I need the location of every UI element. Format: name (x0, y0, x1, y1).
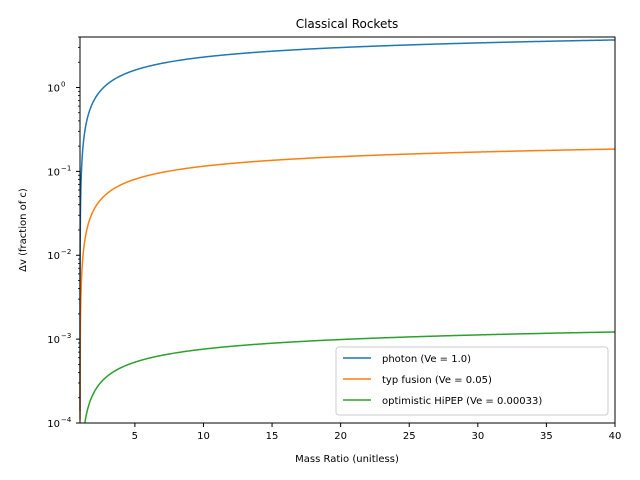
y-tick-label: 10 (47, 167, 60, 178)
chart-title: Classical Rockets (296, 17, 399, 31)
y-tick-exponent: −1 (61, 164, 71, 172)
series-line-3 (84, 331, 616, 423)
y-tick-label: 10 (47, 419, 60, 430)
x-tick-label: 15 (266, 431, 279, 442)
y-axis-label: Δv (fraction of c) (18, 188, 29, 272)
series-line-2 (79, 148, 616, 420)
y-tick-exponent: −4 (61, 416, 72, 424)
y-tick-label: 10 (47, 335, 60, 346)
y-tick-label: 10 (47, 83, 60, 94)
legend-label-2: typ fusion (Ve = 0.05) (382, 375, 492, 386)
y-tick-exponent: 0 (61, 80, 65, 88)
x-tick-label: 20 (334, 431, 347, 442)
legend-label-1: photon (Ve = 1.0) (382, 354, 471, 365)
x-tick-label: 10 (197, 431, 210, 442)
x-tick-label: 40 (609, 431, 622, 442)
x-axis-ticks: 5 10 15 20 25 30 35 40 (132, 423, 622, 442)
x-tick-label: 30 (471, 431, 484, 442)
x-axis-label: Mass Ratio (unitless) (295, 454, 399, 465)
x-tick-label: 35 (540, 431, 553, 442)
y-tick-exponent: −2 (61, 248, 71, 256)
y-tick-label: 10 (47, 251, 60, 262)
x-tick-label: 5 (132, 431, 138, 442)
y-tick-exponent: −3 (61, 332, 71, 340)
legend-label-3: optimistic HiPEP (Ve = 0.00033) (382, 396, 542, 407)
legend: photon (Ve = 1.0) typ fusion (Ve = 0.05) o… (335, 346, 609, 416)
series-line-1 (79, 39, 616, 412)
series-layer (79, 39, 616, 423)
legend-box (335, 346, 609, 416)
x-tick-label: 25 (403, 431, 416, 442)
legend-items: photon (Ve = 1.0) typ fusion (Ve = 0.05) o… (343, 354, 542, 407)
